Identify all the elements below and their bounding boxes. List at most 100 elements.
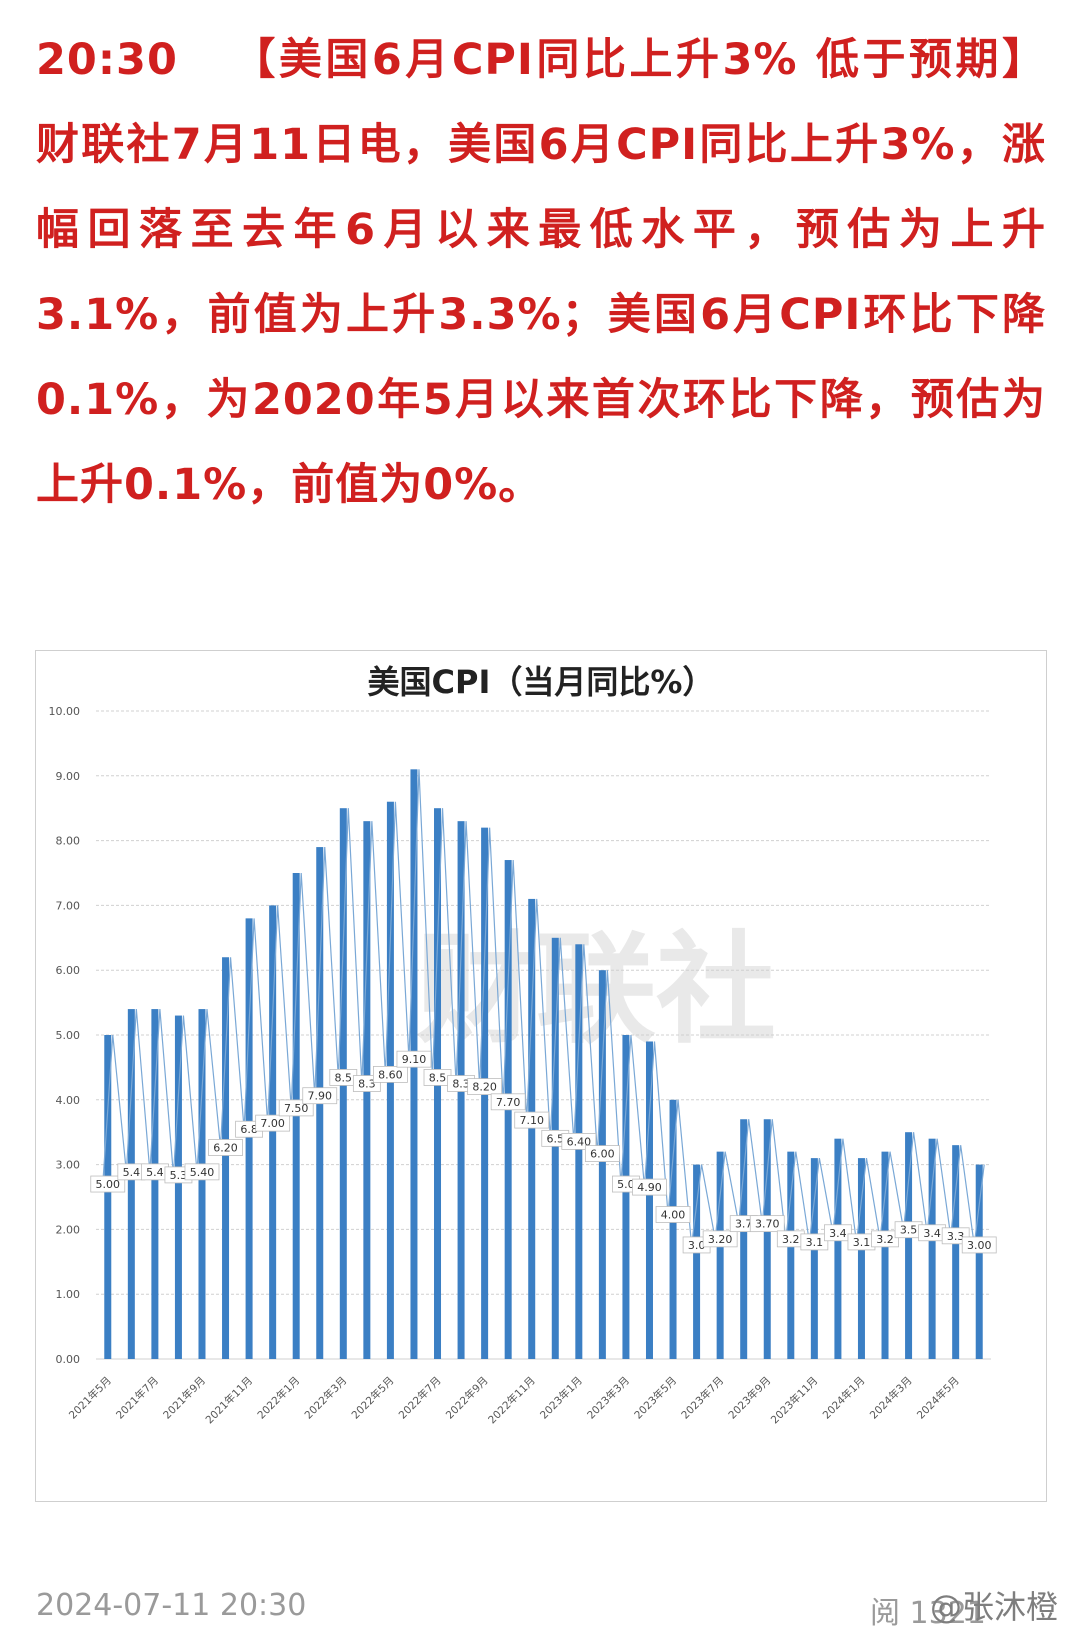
data-label-box xyxy=(584,1145,620,1162)
data-label-box xyxy=(824,1224,852,1242)
data-label: 5.3 xyxy=(170,1169,188,1182)
data-label: 5.4 xyxy=(146,1166,164,1179)
data-label: 8.5 xyxy=(335,1071,353,1084)
bar xyxy=(693,1164,701,1359)
data-label-box xyxy=(373,1065,408,1083)
data-label: 9.10 xyxy=(402,1053,427,1066)
data-label-box xyxy=(871,1230,899,1248)
x-tick-label: 2024年5月 xyxy=(914,1374,962,1422)
x-tick-label: 2022年11月 xyxy=(485,1374,537,1426)
data-label: 3.1 xyxy=(806,1236,824,1249)
bar xyxy=(151,1009,159,1359)
bar xyxy=(269,905,277,1359)
x-tick-label: 2024年3月 xyxy=(867,1374,915,1422)
data-label-box xyxy=(961,1236,997,1254)
data-label: 3.00 xyxy=(967,1239,992,1252)
bar xyxy=(598,970,606,1359)
y-tick-label: 7.00 xyxy=(56,899,81,912)
data-label-box xyxy=(749,1215,785,1233)
y-tick-label: 6.00 xyxy=(56,964,81,977)
data-label-box xyxy=(255,1114,291,1132)
y-tick-label: 5.00 xyxy=(56,1029,81,1042)
data-label: 3.5 xyxy=(900,1224,918,1237)
data-label-box xyxy=(90,1175,126,1193)
data-label: 8.3 xyxy=(452,1078,470,1091)
news-text: 20:30 【美国6月CPI同比上升3% 低于预期】财联社7月11日电，美国6月C… xyxy=(36,18,1046,528)
x-tick-label: 2022年7月 xyxy=(396,1374,444,1422)
data-label: 8.20 xyxy=(472,1081,497,1094)
x-tick-label: 2022年5月 xyxy=(349,1374,397,1422)
data-label: 8.3 xyxy=(358,1078,376,1091)
trend-line xyxy=(102,769,985,1246)
data-label: 3.2 xyxy=(782,1233,800,1246)
data-label: 3.2 xyxy=(876,1233,894,1246)
bar xyxy=(905,1132,913,1359)
bar xyxy=(198,1009,206,1359)
x-tick-label: 2021年5月 xyxy=(66,1374,114,1422)
data-label-box xyxy=(490,1093,526,1111)
data-label-box xyxy=(184,1163,220,1181)
bar xyxy=(787,1151,795,1359)
data-label: 3.0 xyxy=(688,1239,706,1252)
data-label: 6.40 xyxy=(567,1135,592,1148)
bar xyxy=(104,1035,112,1359)
x-tick-label: 2023年7月 xyxy=(679,1374,727,1422)
data-label: 6.5 xyxy=(547,1132,565,1145)
data-label: 5.4 xyxy=(123,1166,141,1179)
bar xyxy=(174,1015,182,1359)
y-tick-label: 1.00 xyxy=(56,1288,81,1301)
y-tick-label: 10.00 xyxy=(49,705,81,718)
x-tick-label: 2023年3月 xyxy=(584,1374,632,1422)
bar xyxy=(127,1009,135,1359)
x-tick-label: 2023年9月 xyxy=(726,1374,774,1422)
data-label: 6.8 xyxy=(240,1123,258,1136)
bar xyxy=(857,1158,865,1359)
bar xyxy=(622,1035,630,1359)
news-body: 【美国6月CPI同比上升3% 低于预期】财联社7月11日电，美国6月CPI同比上… xyxy=(36,35,1046,510)
bar xyxy=(575,944,583,1359)
data-label: 8.5 xyxy=(429,1071,447,1084)
x-tick-label: 2021年7月 xyxy=(113,1374,161,1422)
data-label: 3.3 xyxy=(947,1230,965,1243)
x-tick-label: 2022年3月 xyxy=(302,1374,350,1422)
data-label: 3.4 xyxy=(829,1227,847,1240)
data-label-box xyxy=(208,1139,243,1156)
data-label-box xyxy=(396,1050,432,1068)
post-timestamp: 2024-07-11 20:30 xyxy=(36,1588,307,1623)
y-tick-label: 0.00 xyxy=(56,1353,81,1366)
y-tick-label: 3.00 xyxy=(56,1159,81,1172)
data-label: 7.90 xyxy=(308,1090,333,1103)
data-label: 4.00 xyxy=(661,1208,686,1221)
bar xyxy=(669,1099,677,1359)
data-label: 8.60 xyxy=(378,1068,403,1081)
x-tick-label: 2022年9月 xyxy=(443,1374,491,1422)
data-label: 7.10 xyxy=(519,1114,544,1127)
bar xyxy=(763,1119,771,1359)
data-label-box xyxy=(702,1230,738,1248)
bar xyxy=(528,898,536,1359)
data-label: 3.1 xyxy=(853,1236,871,1249)
data-label-box xyxy=(632,1178,667,1196)
news-time: 20:30 xyxy=(36,35,178,85)
bar xyxy=(834,1138,842,1359)
data-label: 6.00 xyxy=(590,1148,615,1161)
x-tick-label: 2023年11月 xyxy=(768,1374,820,1426)
author-watermark: @张沐橙 xyxy=(930,1588,1059,1626)
bar xyxy=(952,1145,960,1359)
data-label-box xyxy=(467,1078,503,1095)
bar xyxy=(740,1119,748,1359)
x-tick-label: 2021年11月 xyxy=(203,1374,255,1426)
cpi-chart: 财联社 美国CPI（当月同比%） 0.00 1.00 2.00 3.00 4.00 5.00 6… xyxy=(49,663,997,1426)
data-label: 3.20 xyxy=(708,1233,733,1246)
data-label-box xyxy=(800,1233,829,1251)
data-label: 5.00 xyxy=(96,1178,121,1191)
data-label-box xyxy=(514,1111,550,1129)
x-tick-label: 2023年1月 xyxy=(537,1374,585,1422)
x-tick-label: 2023年5月 xyxy=(631,1374,679,1422)
data-label: 6.20 xyxy=(213,1141,238,1154)
bar xyxy=(222,957,230,1359)
bar xyxy=(975,1164,983,1359)
data-label: 4.90 xyxy=(637,1181,662,1194)
data-label: 7.50 xyxy=(284,1102,309,1115)
bar xyxy=(551,937,559,1359)
